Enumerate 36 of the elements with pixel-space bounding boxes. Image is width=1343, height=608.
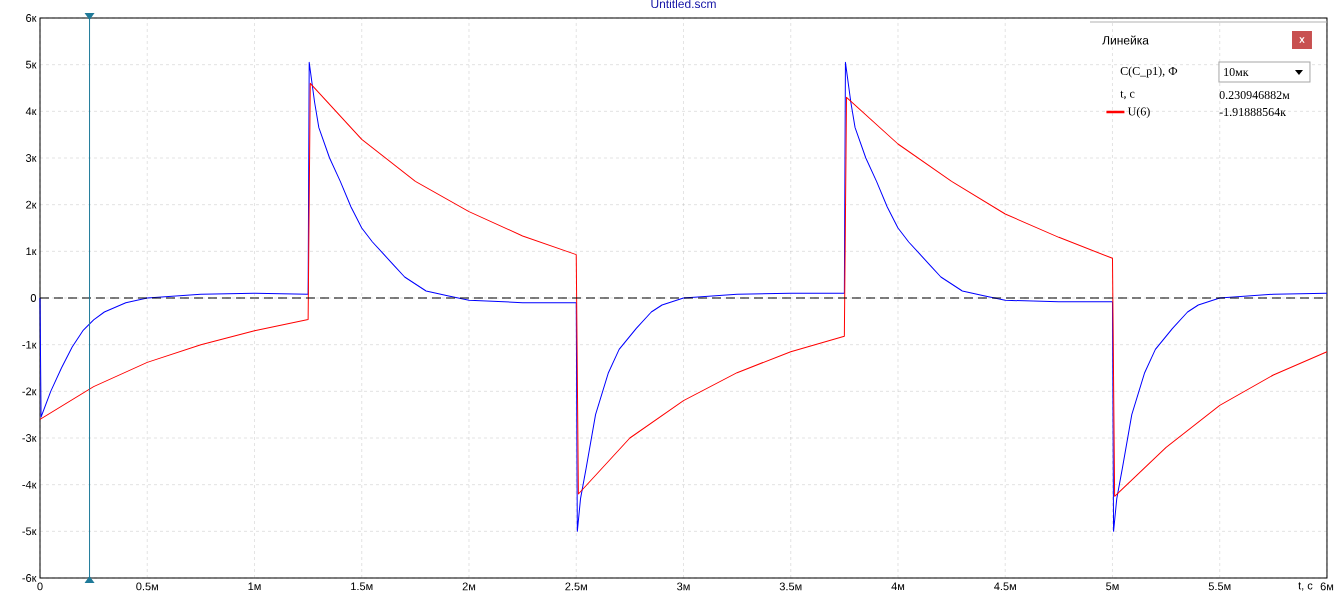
annotation: C(C_p1), Ф bbox=[1120, 66, 1178, 78]
x-tick-label: 2м bbox=[462, 582, 476, 591]
y-tick-label: 5к bbox=[25, 60, 37, 69]
x-tick-label: 6м bbox=[1320, 582, 1334, 591]
x-tick-label: 0 bbox=[37, 582, 43, 591]
x-tick-label: 3м bbox=[677, 582, 690, 591]
x-tick-label: 5м bbox=[1106, 582, 1119, 591]
x-tick-label: 4м bbox=[891, 582, 905, 591]
y-tick-label: -5к bbox=[22, 527, 37, 536]
y-tick-label: 6к bbox=[26, 14, 37, 22]
x-tick-label: 5.5м bbox=[1208, 582, 1231, 591]
y-tick-label: -2к bbox=[22, 387, 37, 396]
y-tick-label: -4к bbox=[22, 480, 37, 489]
x-axis-title: t, с bbox=[1298, 582, 1313, 591]
annotation: Линейка bbox=[1102, 35, 1149, 45]
x-tick-label: 0.5м bbox=[136, 582, 158, 591]
legend-label: U(6) bbox=[1127, 107, 1150, 118]
annotation: t, с bbox=[1120, 90, 1135, 100]
y-tick-label: 1к bbox=[26, 247, 37, 256]
y-tick-label: -1к bbox=[22, 340, 37, 349]
y-tick-label: 4к bbox=[25, 107, 37, 116]
y-tick-label: 3к bbox=[25, 154, 37, 162]
annotation: x bbox=[1299, 37, 1305, 43]
x-tick-label: 2.5м bbox=[565, 582, 587, 591]
y-tick-label: -6к bbox=[22, 574, 37, 582]
x-tick-label: 1м bbox=[248, 582, 261, 591]
y-tick-label: -3к bbox=[22, 434, 37, 442]
x-tick-label: 3.5м bbox=[779, 582, 802, 591]
y-tick-label: 0 bbox=[30, 294, 37, 302]
annotation: -1.91888564к bbox=[1219, 107, 1286, 117]
x-tick-label: 1.5м bbox=[351, 582, 373, 591]
chart-title: Untitled.scm bbox=[651, 0, 716, 9]
annotation: 10мк bbox=[1224, 67, 1249, 77]
annotation: 0.230946882м bbox=[1219, 90, 1290, 100]
y-tick-label: 2к bbox=[26, 200, 37, 209]
x-tick-label: 4.5м bbox=[994, 582, 1016, 591]
